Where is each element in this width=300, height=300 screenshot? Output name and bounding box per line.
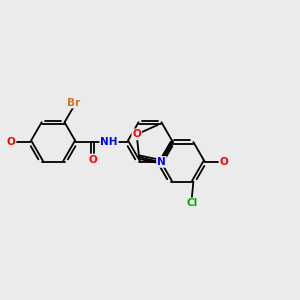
Text: O: O (7, 137, 16, 147)
Text: NH: NH (100, 137, 118, 147)
Text: O: O (132, 129, 141, 140)
Text: O: O (88, 154, 97, 164)
Text: N: N (157, 157, 166, 167)
Text: Br: Br (67, 98, 80, 108)
Text: O: O (220, 157, 228, 167)
Text: Cl: Cl (186, 198, 197, 208)
